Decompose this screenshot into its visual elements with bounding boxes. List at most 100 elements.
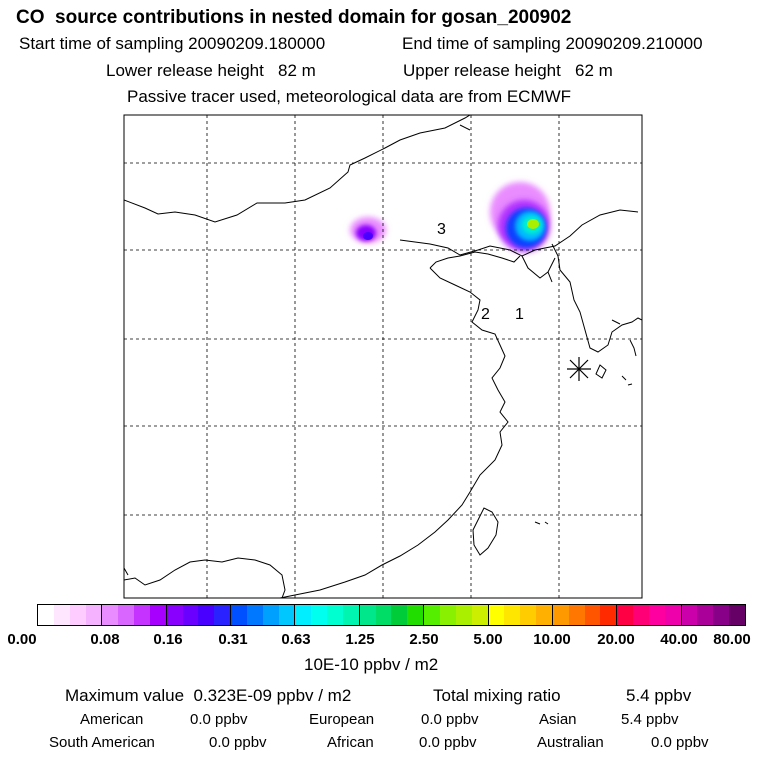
map-marker-3: 3 (437, 221, 446, 238)
colorbar-segment (424, 605, 489, 625)
colorbar-swatch (633, 605, 649, 625)
region-value-african: 0.0 ppbv (419, 734, 477, 751)
colorbar-swatch (214, 605, 231, 625)
colorbar-tick: 40.00 (660, 631, 698, 648)
colorbar-segment (102, 605, 167, 625)
colorbar-swatch (166, 605, 183, 625)
colorbar-swatch (729, 605, 745, 625)
colorbar-swatch (198, 605, 215, 625)
colorbar-swatch (504, 605, 521, 625)
colorbar-swatch (375, 605, 392, 625)
colorbar-swatch (311, 605, 328, 625)
colorbar-segment (488, 605, 553, 625)
colorbar-swatch (697, 605, 714, 625)
colorbar-tick: 10.00 (533, 631, 571, 648)
concentration-plume-main (490, 182, 550, 252)
region-value-european: 0.0 ppbv (421, 711, 479, 728)
colorbar-swatch (53, 605, 70, 625)
colorbar-tick: 0.00 (7, 631, 37, 648)
region-name-south-american: South American (49, 734, 155, 751)
colorbar-swatch (231, 605, 247, 625)
colorbar-tick: 0.16 (153, 631, 183, 648)
colorbar-tick: 5.00 (473, 631, 503, 648)
asterisk-receptor-icon (567, 357, 591, 381)
colorbar-swatch (359, 605, 376, 625)
colorbar-swatch (262, 605, 279, 625)
colorbar-swatch (407, 605, 424, 625)
colorbar-swatch (295, 605, 312, 625)
colorbar-swatch (584, 605, 601, 625)
colorbar-tick: 80.00 (713, 631, 751, 648)
colorbar (37, 604, 746, 626)
colorbar-segment (681, 605, 745, 625)
colorbar-segment (617, 605, 682, 625)
colorbar-swatch (488, 605, 505, 625)
lat-lon-grid (124, 115, 642, 598)
total-mixing-ratio-label: Total mixing ratio (433, 686, 561, 705)
region-name-american: American (80, 711, 144, 728)
region-value-asian: 5.4 ppbv (621, 711, 679, 728)
colorbar-swatch (617, 605, 634, 625)
colorbar-swatch (536, 605, 552, 625)
colorbar-swatch (69, 605, 86, 625)
colorbar-swatch (455, 605, 472, 625)
coastlines (124, 115, 642, 598)
maximum-value: Maximum value 0.323E-09 ppbv / m2 (65, 686, 352, 705)
region-value-south-american: 0.0 ppbv (209, 734, 267, 751)
colorbar-swatch (681, 605, 698, 625)
region-value-australian: 0.0 ppbv (651, 734, 709, 751)
colorbar-swatch (713, 605, 730, 625)
colorbar-swatch (342, 605, 359, 625)
region-name-african: African (327, 734, 374, 751)
colorbar-swatch (278, 605, 295, 625)
colorbar-tick: 1.25 (345, 631, 375, 648)
colorbar-tick: 0.63 (281, 631, 311, 648)
colorbar-tick: 0.08 (90, 631, 120, 648)
colorbar-swatch (149, 605, 166, 625)
map-marker-1: 1 (515, 306, 524, 323)
colorbar-swatch (391, 605, 408, 625)
colorbar-swatch (38, 605, 54, 625)
map-marker-2: 2 (481, 306, 490, 323)
colorbar-swatch (648, 605, 665, 625)
colorbar-swatch (520, 605, 537, 625)
colorbar-swatch (182, 605, 199, 625)
colorbar-swatch (85, 605, 102, 625)
map-frame (123, 114, 643, 599)
colorbar-segment (295, 605, 360, 625)
colorbar-swatch (664, 605, 681, 625)
colorbar-segment (231, 605, 296, 625)
colorbar-segment (166, 605, 232, 625)
lower-release-height: Lower release height 82 m (106, 61, 316, 80)
colorbar-swatch (552, 605, 569, 625)
colorbar-segment (359, 605, 425, 625)
region-name-european: European (309, 711, 375, 728)
colorbar-swatch (440, 605, 456, 625)
colorbar-tick: 20.00 (597, 631, 635, 648)
colorbar-segment (38, 605, 103, 625)
plot-title: CO source contributions in nested domain… (16, 7, 572, 28)
colorbar-swatch (246, 605, 263, 625)
colorbar-tick: 2.50 (409, 631, 439, 648)
colorbar-swatch (424, 605, 440, 625)
colorbar-unit: 10E-10 ppbv / m2 (304, 655, 439, 674)
start-time: Start time of sampling 20090209.180000 (19, 34, 326, 53)
total-mixing-ratio-value: 5.4 ppbv (626, 686, 692, 705)
colorbar-tick: 0.31 (218, 631, 248, 648)
colorbar-swatch (471, 605, 488, 625)
colorbar-swatch (600, 605, 617, 625)
colorbar-swatch (118, 605, 135, 625)
colorbar-swatch (134, 605, 150, 625)
region-name-asian: Asian (539, 711, 577, 728)
upper-release-height: Upper release height 62 m (403, 61, 613, 80)
region-value-american: 0.0 ppbv (190, 711, 248, 728)
colorbar-swatch (102, 605, 119, 625)
region-name-australian: Australian (537, 734, 604, 751)
colorbar-segment (552, 605, 618, 625)
tracer-note: Passive tracer used, meteorological data… (127, 87, 572, 106)
concentration-plume-west (350, 217, 386, 243)
end-time: End time of sampling 20090209.210000 (402, 34, 703, 53)
colorbar-swatch (568, 605, 585, 625)
colorbar-swatch (327, 605, 343, 625)
